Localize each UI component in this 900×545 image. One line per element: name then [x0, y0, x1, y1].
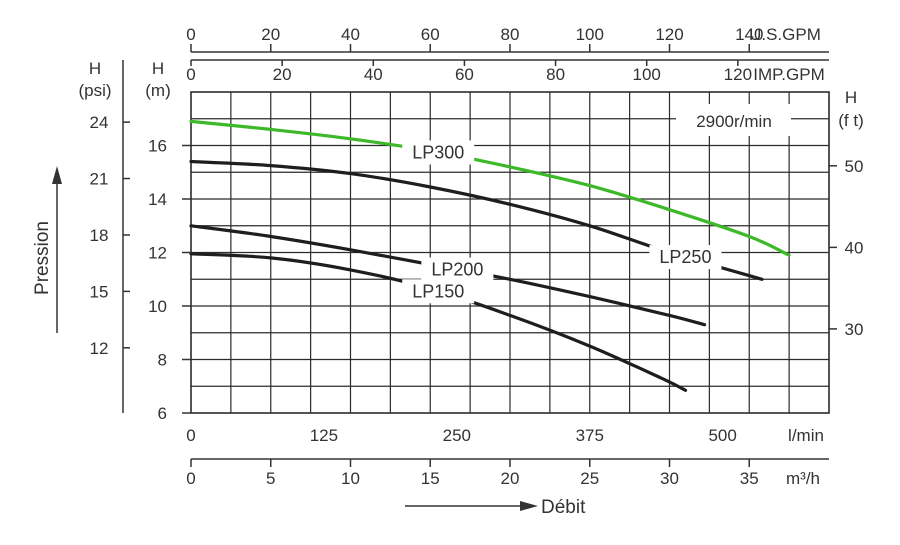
x-tick-label-lmin: 125 — [310, 426, 338, 445]
y-tick-label-psi: 24 — [90, 113, 109, 132]
y-tick-label-m: 12 — [148, 244, 167, 263]
x-tick-label-m3h: 20 — [501, 469, 520, 488]
y-axis-m-label-h: H — [152, 59, 164, 78]
y-axis-ft-label-unit: (f t) — [838, 111, 864, 130]
x-tick-label-us-gpm: 20 — [261, 25, 280, 44]
x-tick-label-us-gpm: 0 — [186, 25, 195, 44]
x-tick-label-imp-gpm: 80 — [546, 65, 565, 84]
series-lp300: LP300 — [189, 119, 791, 257]
speed-label: 2900r/min — [696, 112, 772, 131]
series-lp150: LP150 — [189, 252, 688, 392]
series-line-lp300 — [189, 119, 791, 257]
x-tick-label-m3h: 0 — [186, 469, 195, 488]
x-tick-label-lmin: 500 — [708, 426, 736, 445]
x-tick-label-imp-gpm: 60 — [455, 65, 474, 84]
x-tick-label-lmin: 375 — [576, 426, 604, 445]
debit-axis-label: Débit — [405, 497, 586, 518]
chart-grid — [190, 91, 830, 414]
y-axis-m-label-unit: (m) — [145, 81, 170, 100]
x-tick-label-us-gpm: 80 — [501, 25, 520, 44]
x-axis-m3h-unit: m³/h — [786, 469, 820, 488]
y-tick-label-m: 10 — [148, 297, 167, 316]
series-label-lp250: LP250 — [659, 247, 711, 267]
x-tick-label-m3h: 35 — [740, 469, 759, 488]
x-tick-label-m3h: 15 — [421, 469, 440, 488]
y-axis-ft-label-h: H — [845, 88, 857, 107]
x-tick-label-imp-gpm: 20 — [273, 65, 292, 84]
x-tick-label-lmin: 250 — [443, 426, 471, 445]
series-lp200: LP200 — [189, 224, 707, 327]
speed-label-box — [676, 104, 791, 136]
x-tick-label-us-gpm: 140 — [735, 25, 763, 44]
y-tick-label-psi: 21 — [90, 170, 109, 189]
y-tick-label-ft: 50 — [845, 157, 864, 176]
y-tick-label-psi: 15 — [90, 282, 109, 301]
pression-arrow-head-icon — [52, 166, 62, 184]
y-tick-label-m: 6 — [158, 404, 167, 423]
x-tick-label-imp-gpm: 120 — [724, 65, 752, 84]
x-tick-label-imp-gpm: 0 — [186, 65, 195, 84]
series-label-bg-lp150 — [402, 279, 475, 304]
y-tick-label-ft: 30 — [845, 320, 864, 339]
series-lp250: LP250 — [189, 159, 764, 281]
series-label-lp200: LP200 — [431, 260, 483, 280]
x-tick-label-imp-gpm: 40 — [364, 65, 383, 84]
y-axis-psi-label-unit: (psi) — [78, 81, 111, 100]
y-tick-label-m: 8 — [158, 351, 167, 370]
y-tick-label-ft: 40 — [845, 238, 864, 257]
x-axis-us-gpm-unit: U.S.GPM — [749, 25, 821, 44]
x-tick-label-us-gpm: 60 — [421, 25, 440, 44]
series-label-bg-lp200 — [421, 257, 494, 282]
x-axis-imp-gpm-unit: IMP.GPM — [753, 65, 824, 84]
x-tick-label-m3h: 25 — [580, 469, 599, 488]
pression-axis-label: Pression — [32, 166, 62, 333]
x-tick-label-imp-gpm: 100 — [633, 65, 661, 84]
series-label-lp150: LP150 — [412, 281, 464, 301]
series-label-bg-lp300 — [402, 140, 475, 165]
series-label-lp300: LP300 — [412, 142, 464, 162]
y-tick-label-m: 16 — [148, 137, 167, 156]
x-tick-label-lmin: 0 — [186, 426, 195, 445]
x-tick-label-m3h: 5 — [266, 469, 275, 488]
x-axis-lmin-unit: l/min — [788, 426, 824, 445]
pression-label: Pression — [32, 221, 53, 295]
debit-label: Débit — [541, 497, 586, 518]
y-axis-psi-label-h: H — [89, 59, 101, 78]
y-tick-label-m: 14 — [148, 190, 167, 209]
x-tick-label-m3h: 10 — [341, 469, 360, 488]
debit-arrow-head-icon — [520, 501, 538, 511]
x-tick-label-us-gpm: 100 — [576, 25, 604, 44]
series-label-bg-lp250 — [649, 245, 722, 270]
y-tick-label-psi: 12 — [90, 339, 109, 358]
x-tick-label-m3h: 30 — [660, 469, 679, 488]
y-tick-label-psi: 18 — [90, 226, 109, 245]
x-tick-label-us-gpm: 40 — [341, 25, 360, 44]
x-tick-label-us-gpm: 120 — [655, 25, 683, 44]
